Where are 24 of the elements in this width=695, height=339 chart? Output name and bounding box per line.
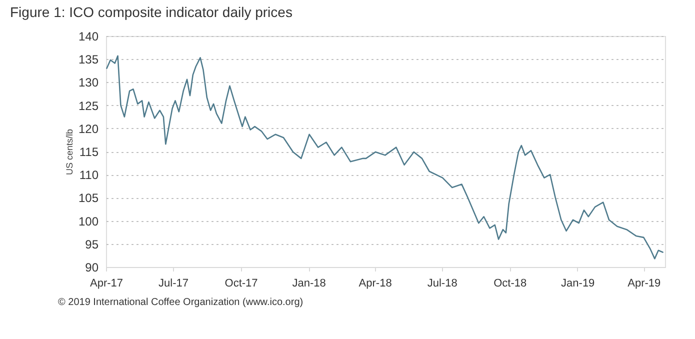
y-tick-label: 100 bbox=[78, 214, 99, 228]
x-tick-label: Jul-17 bbox=[158, 278, 189, 290]
y-axis-title: US cents/lb bbox=[64, 128, 74, 176]
y-tick-label: 120 bbox=[78, 122, 99, 136]
x-tick-label: Apr-17 bbox=[90, 278, 124, 290]
y-tick-label: 140 bbox=[78, 30, 99, 44]
x-tick-label: Apr-19 bbox=[628, 278, 661, 290]
y-tick-label: 130 bbox=[78, 76, 99, 90]
y-tick-label: 90 bbox=[85, 260, 99, 274]
x-tick-label: Jan-18 bbox=[292, 278, 326, 290]
x-tick-label: Jan-19 bbox=[561, 278, 595, 290]
y-tick-label: 95 bbox=[85, 237, 99, 252]
x-tick-label: Apr-18 bbox=[358, 278, 392, 290]
y-tick-label: 115 bbox=[79, 145, 99, 159]
x-tick-label: Oct-17 bbox=[224, 278, 258, 290]
x-tick-label: Oct-18 bbox=[494, 278, 527, 290]
x-tick-label: Jul-18 bbox=[427, 278, 458, 290]
text: © 2019 International Coffee Organization (www.ico.org) bbox=[58, 297, 304, 308]
y-tick-label: 135 bbox=[78, 52, 99, 67]
y-tick-label: 125 bbox=[78, 98, 99, 113]
line-series bbox=[106, 55, 664, 260]
y-tick-label: 105 bbox=[78, 191, 99, 206]
chart-title: Figure 1: ICO composite indicator daily prices bbox=[10, 4, 292, 20]
y-tick-label: 110 bbox=[79, 168, 99, 182]
